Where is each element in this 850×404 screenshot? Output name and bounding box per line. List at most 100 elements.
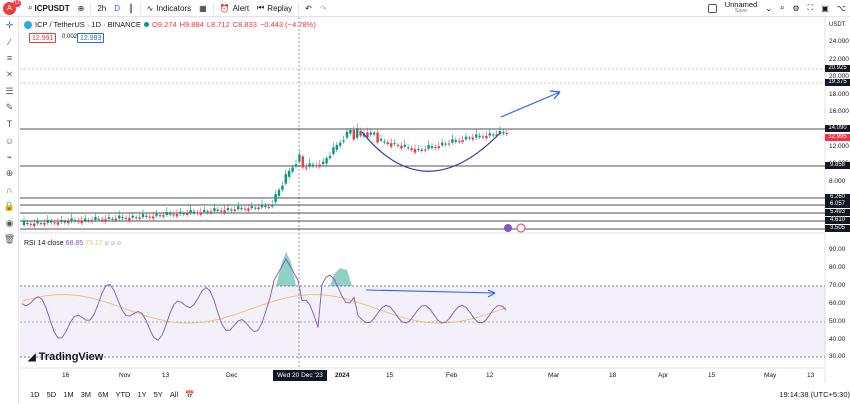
candle-body <box>233 209 236 212</box>
candle-body <box>417 149 420 151</box>
replay-button[interactable]: ⏮ Replay <box>253 0 296 17</box>
zoom-tool[interactable]: ⊕ <box>0 166 19 183</box>
chevron-down-icon: ⌄ <box>765 3 772 13</box>
event-marker-icon[interactable] <box>504 224 512 232</box>
checkbox-icon <box>707 3 717 13</box>
range-button-1y[interactable]: 1Y <box>137 389 147 399</box>
time-axis-label: Dec <box>226 372 238 379</box>
crosshair-date-label: Wed 20 Dec '23 <box>273 370 327 381</box>
symbol-search-button[interactable]: ⌕ ICPUSDT <box>24 0 74 17</box>
interval-button[interactable]: 2h <box>97 3 107 13</box>
candle-body <box>39 222 43 224</box>
text-tool[interactable]: T <box>0 116 19 133</box>
visibility-tool[interactable]: ◉ <box>0 215 19 232</box>
clock[interactable]: 19:14:38 (UTC+5:30) <box>779 389 850 399</box>
candle-body <box>481 136 485 138</box>
candle-body <box>162 215 165 217</box>
candle-body <box>145 215 148 217</box>
time-axis-label: 15 <box>386 372 394 379</box>
forecast-tool[interactable]: ☰ <box>0 83 19 100</box>
time-axis-label: Feb <box>446 372 458 379</box>
brush-icon: ✎ <box>5 102 14 113</box>
candle-body <box>26 222 29 224</box>
chart-style-button[interactable]: D <box>114 3 120 13</box>
range-button-1m[interactable]: 1M <box>63 389 74 399</box>
publish-icon: ⌥ <box>836 3 846 13</box>
logo-text: TradingView <box>38 351 104 363</box>
candle-body <box>111 218 114 220</box>
pattern-tool[interactable]: ⨯ <box>0 67 19 84</box>
buy-price-button[interactable]: 12.993 <box>77 33 105 43</box>
candle-body <box>478 135 481 138</box>
range-button-1d[interactable]: 1D <box>30 389 40 399</box>
redo-button[interactable]: ↷ <box>316 0 331 17</box>
settings-button[interactable]: ⚙ <box>788 0 803 17</box>
indicators-button[interactable]: ∿ Indicators <box>143 0 195 17</box>
trendline-tool[interactable]: ∕ <box>0 34 19 51</box>
rsi-label[interactable]: RSI 14 close <box>24 240 64 247</box>
rsi-axis-label: 40.00 <box>829 336 846 343</box>
alert-button[interactable]: ⏰ Alert <box>216 0 253 17</box>
rsi-axis-label: 50.00 <box>829 318 846 325</box>
candle-body <box>451 139 454 143</box>
rsi-settings-icon[interactable]: ⌀ ⌀ ⌀ <box>104 240 122 247</box>
fib-tool[interactable]: ≡ <box>0 50 19 67</box>
magnet-tool[interactable]: ∩ <box>0 182 19 199</box>
candle-body <box>192 211 196 213</box>
rsi-ma-value: 73.17 <box>85 240 103 247</box>
symbol-title[interactable]: ICP / TetherUS · 1D · BINANCE <box>35 20 142 29</box>
layout-dropdown-button[interactable]: ⌄ <box>761 0 776 17</box>
templates-button[interactable]: ▦ <box>195 0 211 17</box>
candle-body <box>356 128 359 138</box>
emoji-tool[interactable]: ☺ <box>0 133 19 150</box>
pattern-icon: ⨯ <box>5 69 14 80</box>
candle-body <box>36 221 39 224</box>
candle-body <box>230 209 233 211</box>
delete-tool[interactable]: 🗑 <box>0 232 19 249</box>
crosshair-tool[interactable]: ✛ <box>0 17 19 34</box>
tradingview-logo: ◢ TradingView <box>28 351 103 363</box>
candle-body <box>240 207 243 209</box>
range-button-6m[interactable]: 6M <box>98 389 109 399</box>
price-axis-label: 20.000 <box>829 73 849 80</box>
range-buttons: 1D 5D 1M 3M 6M YTD 1Y 5Y All <box>30 390 178 399</box>
lock-tool[interactable]: 🔒 <box>0 199 19 216</box>
brush-tool[interactable]: ✎ <box>0 100 19 117</box>
user-avatar[interactable]: A <box>3 2 16 15</box>
candle-body <box>366 132 369 138</box>
compare-symbol-button[interactable]: ⊕ <box>74 0 89 17</box>
range-button-3m[interactable]: 3M <box>80 389 92 399</box>
publish-button[interactable]: ⌥ <box>833 0 850 17</box>
sell-price-button[interactable]: 12.991 <box>29 33 57 43</box>
rsi-axis-label: 30.00 <box>829 353 846 360</box>
rsi-value: 68.85 <box>65 240 84 247</box>
undo-button[interactable]: ↶ <box>301 0 316 17</box>
candle-body <box>271 204 274 207</box>
candles <box>22 123 508 229</box>
candle-body <box>77 220 80 222</box>
text-icon: T <box>6 119 13 130</box>
currency-label[interactable]: USDT <box>829 22 846 28</box>
rsi-trend-arrow-head <box>487 289 496 298</box>
range-button-5y[interactable]: 5Y <box>153 389 163 399</box>
date-range-button[interactable]: 📅 <box>185 390 194 399</box>
time-axis-label: 13 <box>162 372 170 379</box>
candle-body <box>158 215 162 217</box>
fullscreen-button[interactable]: ⛶ <box>804 0 818 17</box>
layout-menu-button[interactable]: Unnamed Save <box>704 0 762 17</box>
trendline-icon: ∕ <box>8 36 11 47</box>
snapshot-button[interactable]: ▣ <box>817 0 833 17</box>
flag-marker-icon[interactable] <box>516 223 526 233</box>
calendar-icon: 📅 <box>185 389 195 399</box>
price-tag: 9.858 <box>825 162 850 169</box>
range-button-all[interactable]: All <box>169 389 179 399</box>
replay-label: Replay <box>267 3 293 13</box>
quick-search-button[interactable]: ⌕ <box>776 0 788 17</box>
measure-tool[interactable]: ⌁ <box>0 149 19 166</box>
range-button-ytd[interactable]: YTD <box>115 389 131 399</box>
candle-body <box>67 221 70 224</box>
candle-body <box>199 212 202 215</box>
range-button-5d[interactable]: 5D <box>46 389 57 399</box>
candles-button[interactable]: ║ <box>124 0 138 17</box>
